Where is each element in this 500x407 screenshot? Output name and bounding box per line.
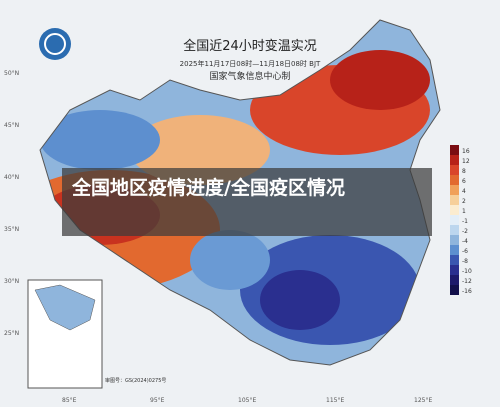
longitude-labels: 85°E 95°E 105°E 115°E 125°E (62, 397, 432, 404)
legend-label: -8 (462, 258, 468, 265)
legend-swatch (450, 175, 459, 185)
legend-label: 2 (462, 198, 466, 205)
legend-label: 12 (462, 158, 470, 165)
legend-label: 16 (462, 148, 470, 155)
legend-swatch (450, 225, 459, 235)
legend-swatch (450, 155, 459, 165)
map-title: 全国近24小时变温实况 (183, 38, 317, 54)
legend-label: -1 (462, 218, 468, 225)
legend: 16 12 8 6 4 2 1 -1 -2 -4 -6 -8 -10 -12 -16 (450, 145, 472, 295)
logo (39, 28, 71, 60)
latitude-labels: 50°N 45°N 40°N 35°N 30°N 25°N (4, 70, 19, 337)
legend-swatch (450, 265, 459, 275)
map-time: 2025年11月17日08时—11月18日08时 BJT (180, 59, 321, 68)
legend-label: 1 (462, 208, 466, 215)
legend-swatch (450, 185, 459, 195)
legend-label: 8 (462, 168, 466, 175)
latitude-label: 30°N (4, 278, 19, 285)
longitude-label: 125°E (414, 397, 432, 404)
legend-label: -2 (462, 228, 468, 235)
legend-swatch (450, 215, 459, 225)
legend-label: 6 (462, 178, 466, 185)
legend-label: -10 (462, 268, 472, 275)
logo-ring (44, 33, 66, 55)
legend-label: -16 (462, 288, 472, 295)
legend-label: 4 (462, 188, 466, 195)
longitude-label: 85°E (62, 397, 77, 404)
legend-swatch (450, 255, 459, 265)
inset-note: 审图号：GS(2024)0275号 (105, 377, 166, 384)
longitude-label: 95°E (150, 397, 165, 404)
legend-swatch (450, 165, 459, 175)
longitude-label: 115°E (326, 397, 344, 404)
latitude-label: 45°N (4, 122, 19, 129)
latitude-label: 25°N (4, 330, 19, 337)
legend-swatch (450, 195, 459, 205)
legend-swatch (450, 205, 459, 215)
inset-land (34, 284, 96, 331)
legend-swatch (450, 245, 459, 255)
legend-label: -6 (462, 248, 468, 255)
legend-swatch (450, 145, 459, 155)
legend-swatch (450, 275, 459, 285)
legend-label: -4 (462, 238, 468, 245)
longitude-label: 105°E (238, 397, 256, 404)
map-agency: 国家气象信息中心制 (209, 70, 290, 82)
overlay-banner: 全国地区疫情进度/全国疫区情况 (62, 168, 432, 236)
legend-swatch (450, 285, 459, 295)
legend-label: -12 (462, 278, 472, 285)
legend-swatch (450, 235, 459, 245)
latitude-label: 35°N (4, 226, 19, 233)
latitude-label: 40°N (4, 174, 19, 181)
latitude-label: 50°N (4, 70, 19, 77)
